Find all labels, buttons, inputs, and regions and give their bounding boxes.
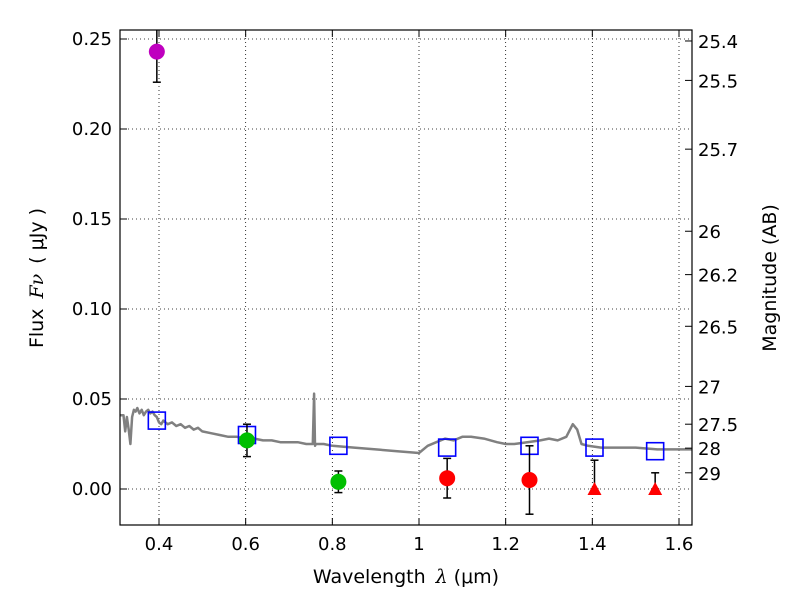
model-band-square — [645, 441, 665, 461]
observed-point — [439, 470, 456, 487]
y-tick-label: 0.25 — [72, 29, 112, 50]
model-spectrum-line — [120, 392, 692, 455]
magnitude-tick-label: 26.5 — [698, 317, 738, 338]
magnitude-tick-label: 25.7 — [698, 140, 738, 161]
x-tick-label: 1.2 — [491, 534, 520, 555]
magnitude-tick-label: 28 — [698, 439, 721, 460]
y-tick-label: 0.15 — [72, 209, 112, 230]
observed-point — [521, 472, 538, 488]
x-tick-label: 0.4 — [145, 534, 174, 555]
observed-red-limits-series — [587, 459, 663, 495]
magnitude-tick-label: 27.5 — [698, 415, 738, 436]
magnitude-tick-label: 25.4 — [698, 32, 738, 53]
observed-red-series — [439, 445, 538, 515]
observed-point — [330, 473, 347, 490]
plot-area — [120, 30, 692, 515]
upper-limit-triangle — [648, 482, 663, 495]
observed-point — [148, 43, 165, 60]
x-tick-label: 0.8 — [318, 534, 347, 555]
x-axis-title: Wavelength λ (μm) — [313, 566, 499, 588]
magnitude-tick-label: 25.5 — [698, 71, 738, 92]
model-band-fluxes-series — [147, 411, 665, 461]
x-tick-label: 1.6 — [665, 534, 694, 555]
y-tick-label: 0.00 — [72, 479, 112, 500]
model-band-square — [437, 438, 457, 457]
observed-magenta-series — [148, 30, 165, 83]
model-spectrum-series — [120, 392, 692, 455]
magnitude-tick-label: 29 — [698, 464, 721, 485]
plot-frame — [119, 29, 693, 526]
right-axis-title: Magnitude (AB) — [759, 204, 781, 352]
observed-green-series — [238, 423, 347, 494]
magnitude-tick-label: 27 — [698, 377, 721, 398]
magnitude-tick-label: 26 — [698, 222, 721, 243]
x-tick-label: 0.6 — [231, 534, 260, 555]
magnitude-tick-label: 26.2 — [698, 266, 738, 287]
observed-point — [238, 432, 255, 449]
model-band-square — [147, 411, 167, 430]
x-tick-label: 1 — [413, 534, 424, 555]
y-axis-title: FluxFν( μJy ) — [26, 208, 48, 348]
y-tick-label: 0.20 — [72, 119, 112, 140]
model-band-square — [585, 438, 604, 457]
upper-limit-triangle — [587, 482, 602, 495]
y-tick-label: 0.05 — [72, 389, 112, 410]
model-band-square — [329, 436, 348, 456]
x-tick-label: 1.4 — [578, 534, 607, 555]
y-tick-label: 0.10 — [72, 299, 112, 320]
axes: 0.4 0.6 0.8 1 1.2 1.4 1.6 0.00 0.05 0.10 0.15 0.20 0… — [72, 29, 738, 555]
